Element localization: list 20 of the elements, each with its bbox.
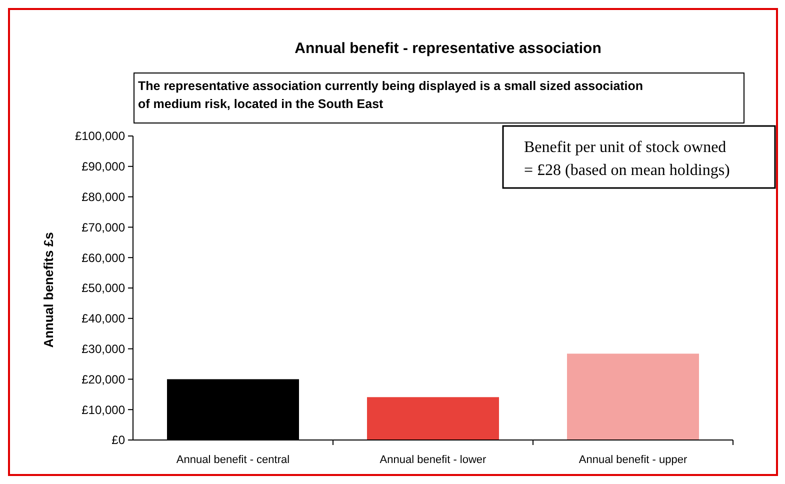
annotation: Benefit per unit of stock owned = £28 (based on mean holdings): [524, 139, 730, 179]
y-tick-label: £100,000: [74, 129, 126, 144]
y-tick-label: £0: [112, 433, 126, 448]
y-tick-label: £40,000: [82, 312, 126, 326]
y-tick-label: £30,000: [82, 342, 126, 356]
chart-subtitle: The representative association currently being displayed is a small sized association of medium risk, located in the South East: [138, 79, 644, 111]
bar: [367, 397, 499, 440]
y-tick-label: £80,000: [82, 190, 126, 204]
y-tick-label: £50,000: [82, 281, 126, 296]
x-tick-label: Annual benefit - upper: [578, 454, 688, 466]
y-tick-label: £60,000: [82, 250, 126, 265]
y-tick-label: £90,000: [82, 160, 126, 174]
y-tick-label: £70,000: [82, 220, 126, 234]
x-tick-label: Annual benefit - lower: [380, 454, 487, 466]
bar: [567, 354, 699, 440]
y-tick-label: £20,000: [82, 372, 126, 386]
y-tick-label: £10,000: [82, 402, 126, 417]
y-axis-title: Annual benefits £s: [41, 232, 56, 348]
x-tick-label: Annual benefit - central: [176, 454, 290, 466]
chart-title: Annual benefit - representative association: [294, 40, 602, 57]
